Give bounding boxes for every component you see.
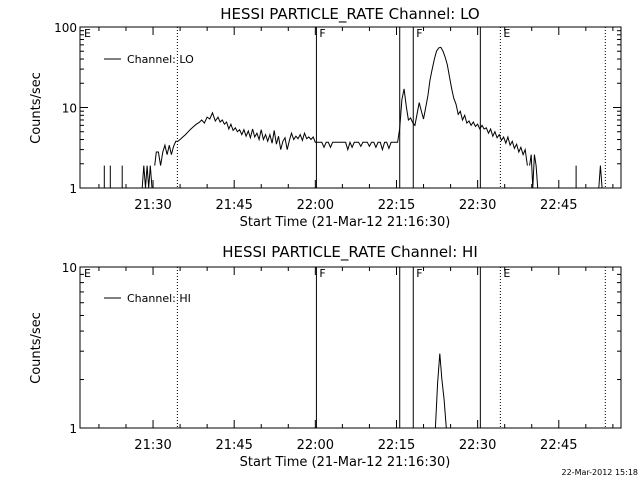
event-marker-label: E: [503, 27, 510, 40]
panel-hi-x-axis-label: Start Time (21-Mar-12 21:16:30): [240, 455, 451, 470]
y-tick-label: 10: [62, 102, 77, 116]
event-marker-label: F: [416, 27, 422, 40]
event-marker-label: F: [416, 267, 422, 280]
panel-lo-legend-label: Channel: LO: [127, 53, 194, 66]
x-tick-label: 22:15: [378, 198, 415, 213]
panel-lo-title: HESSI PARTICLE_RATE Channel: LO: [220, 5, 479, 24]
x-tick-label: 22:00: [297, 198, 334, 213]
x-tick-label: 22:30: [459, 198, 496, 213]
series-line: [529, 154, 539, 189]
y-tick-label: 1: [69, 182, 77, 196]
panel-lo-ticks: 1 10 100 21:30 21:45 22:00 22:15 22:30 22:45: [54, 21, 621, 213]
x-tick-label: 21:45: [215, 198, 252, 213]
panel-lo-x-axis-label: Start Time (21-Mar-12 21:16:30): [240, 215, 451, 230]
panel-hi-title: HESSI PARTICLE_RATE Channel: HI: [222, 243, 478, 262]
x-tick-label: 22:45: [540, 198, 577, 213]
panel-lo: HESSI PARTICLE_RATE Channel: LO Counts/s…: [29, 5, 622, 230]
print-timestamp: 22-Mar-2012 15:18: [562, 468, 639, 477]
x-tick-label: 21:30: [134, 438, 171, 453]
event-marker-label: E: [84, 267, 91, 280]
panel-hi-legend-label: Channel: HI: [127, 292, 191, 305]
y-tick-label: 100: [54, 21, 77, 35]
event-marker-label: E: [84, 27, 91, 40]
panel-hi-plot-frame: [79, 266, 622, 429]
panel-lo-series: [103, 46, 603, 189]
series-line: [141, 165, 153, 189]
event-marker-label: F: [319, 267, 325, 280]
y-tick-label: 10: [62, 261, 77, 275]
y-tick-label: 1: [69, 422, 77, 436]
x-tick-label: 22:30: [459, 438, 496, 453]
series-line: [598, 165, 603, 189]
panel-hi: HESSI PARTICLE_RATE Channel: HI Counts/s…: [29, 243, 622, 470]
series-line: [154, 46, 528, 166]
panel-hi-ticks: 1 10 21:30 21:45 22:00 22:15 22:30 22:45: [62, 261, 621, 453]
series-line: [434, 353, 447, 429]
event-marker-label: F: [319, 27, 325, 40]
panel-hi-y-axis-label: Counts/sec: [29, 312, 44, 384]
x-tick-label: 22:00: [297, 438, 334, 453]
event-marker-label: E: [503, 267, 510, 280]
x-tick-label: 21:45: [215, 438, 252, 453]
x-tick-label: 22:15: [378, 438, 415, 453]
x-tick-label: 21:30: [134, 198, 171, 213]
panel-lo-y-axis-label: Counts/sec: [29, 72, 44, 144]
panel-hi-series: [434, 353, 447, 429]
x-tick-label: 22:45: [540, 438, 577, 453]
